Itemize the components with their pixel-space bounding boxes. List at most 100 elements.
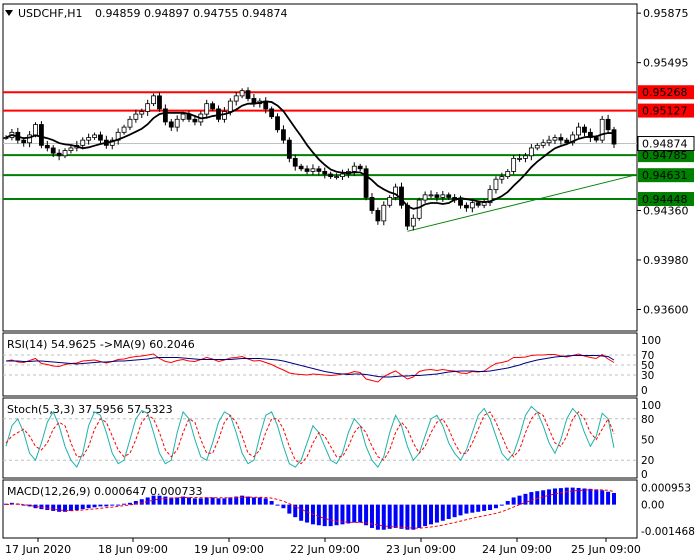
candle-body — [481, 202, 487, 206]
macd-histogram-bar — [529, 492, 534, 505]
macd-histogram-bar — [523, 493, 528, 505]
candle-body — [33, 124, 38, 136]
price-tick-label: 0.95875 — [643, 7, 689, 20]
macd-histogram-bar — [216, 498, 221, 505]
macd-histogram-bar — [387, 504, 392, 529]
candle-body — [422, 194, 428, 201]
candle-body — [446, 194, 452, 198]
candle-body — [487, 189, 493, 204]
macd-histogram-bar — [328, 504, 333, 527]
time-tick-label: 23 Jun 09:00 — [386, 543, 456, 556]
trendline — [407, 174, 635, 232]
macd-histogram-bar — [181, 496, 186, 505]
level-tag-label: 0.94448 — [642, 193, 688, 206]
macd-histogram-bar — [369, 504, 374, 528]
candle-body — [404, 204, 410, 227]
macd-histogram-bar — [210, 497, 215, 505]
stoch-pane-frame — [2, 397, 638, 479]
level-tag — [638, 103, 694, 118]
macd-title: MACD(12,26,9) 0.000647 0.000733 — [7, 485, 203, 498]
macd-histogram-bar — [493, 504, 498, 509]
macd-histogram-bar — [145, 497, 150, 505]
time-axis: 17 Jun 2020 18 Jun 09:00 19 Jun 09:00 22 Ju… — [5, 538, 641, 556]
rsi-line — [5, 353, 615, 383]
candle-body — [493, 178, 499, 191]
macd-histogram-bar — [381, 504, 386, 530]
macd-histogram-bar — [375, 504, 380, 530]
candle-body — [505, 171, 511, 178]
macd-histogram-bar — [33, 504, 38, 509]
stoch-title: Stoch(5,3,3) 37.5956 57.5323 — [7, 403, 173, 416]
candle-body — [210, 103, 216, 110]
macd-histogram-bar — [27, 504, 32, 507]
candle-body — [399, 186, 404, 206]
candle-body — [576, 126, 581, 136]
macd-histogram-bar — [275, 504, 280, 506]
candle-body — [587, 131, 593, 138]
level-tag — [638, 148, 694, 163]
macd-histogram-bar — [482, 504, 487, 511]
macd-histogram-bar — [68, 504, 73, 511]
macd-histogram-bar — [104, 504, 109, 507]
candle-body — [316, 168, 322, 172]
candle-body — [499, 176, 505, 180]
candle-body — [304, 168, 310, 172]
macd-histogram-bar — [92, 504, 97, 508]
macd-histogram-bar — [281, 504, 286, 509]
candle-body — [570, 134, 576, 144]
candle-body — [375, 210, 381, 222]
price-tick-label: 0.95495 — [643, 57, 689, 70]
ohlc-close: 0.94874 — [242, 7, 288, 20]
price-pane: 0.95875 0.95495 0.94360 0.93980 0.93600 0.951… — [3, 7, 695, 316]
time-tick-label: 24 Jun 09:00 — [482, 543, 552, 556]
macd-histogram-bar — [316, 504, 321, 526]
rsi-tick-label: 50 — [641, 360, 654, 372]
candle-body — [192, 118, 198, 123]
candle-body — [139, 111, 145, 115]
moving-average-line — [5, 100, 615, 210]
candle-body — [27, 134, 33, 144]
macd-histogram-bar — [582, 488, 587, 505]
macd-histogram-bar — [588, 488, 593, 505]
macd-histogram-bar — [63, 504, 68, 512]
macd-pane: 0.000953 0.00 -0.001468 — [4, 483, 695, 538]
macd-histogram-bar — [334, 504, 339, 526]
macd-histogram-bar — [122, 503, 127, 505]
candle-body — [546, 139, 552, 144]
macd-histogram-bar — [511, 497, 516, 505]
rsi-tick-label: 70 — [641, 350, 654, 362]
candle-body — [98, 134, 103, 141]
candle-body — [168, 121, 174, 128]
candle-body — [180, 113, 186, 120]
macd-histogram-bar — [352, 504, 357, 523]
candle-body — [475, 202, 481, 206]
level-tag — [638, 192, 694, 207]
candle-body — [227, 100, 233, 112]
candle-body — [44, 144, 50, 149]
macd-signal-line — [5, 489, 615, 529]
time-tick-label: 22 Jun 09:00 — [290, 543, 360, 556]
candle-body — [552, 137, 558, 141]
macd-histogram-bar — [576, 487, 581, 505]
macd-histogram-bar — [446, 504, 451, 519]
candle-body — [357, 165, 363, 170]
stoch-k-line — [5, 405, 615, 469]
price-tick-label: 0.93600 — [643, 303, 689, 316]
macd-histogram-bar — [222, 498, 227, 505]
ohlc-open: 0.94859 — [95, 7, 141, 20]
macd-histogram-bar — [305, 504, 310, 523]
stoch-pane: 100 80 50 20 0 — [3, 400, 661, 481]
macd-histogram-bar — [488, 504, 493, 510]
candle-body — [322, 171, 328, 175]
macd-histogram-bar — [558, 488, 563, 505]
macd-histogram-bar — [116, 504, 121, 506]
macd-histogram-bar — [458, 504, 463, 516]
macd-histogram-bar — [57, 504, 62, 512]
candle-body — [204, 103, 210, 115]
ohlc-low: 0.94755 — [193, 7, 239, 20]
collapse-triangle-icon[interactable] — [5, 10, 13, 16]
macd-histogram-bar — [429, 504, 434, 525]
candle-body — [582, 126, 587, 133]
current-price-tag — [637, 136, 695, 152]
